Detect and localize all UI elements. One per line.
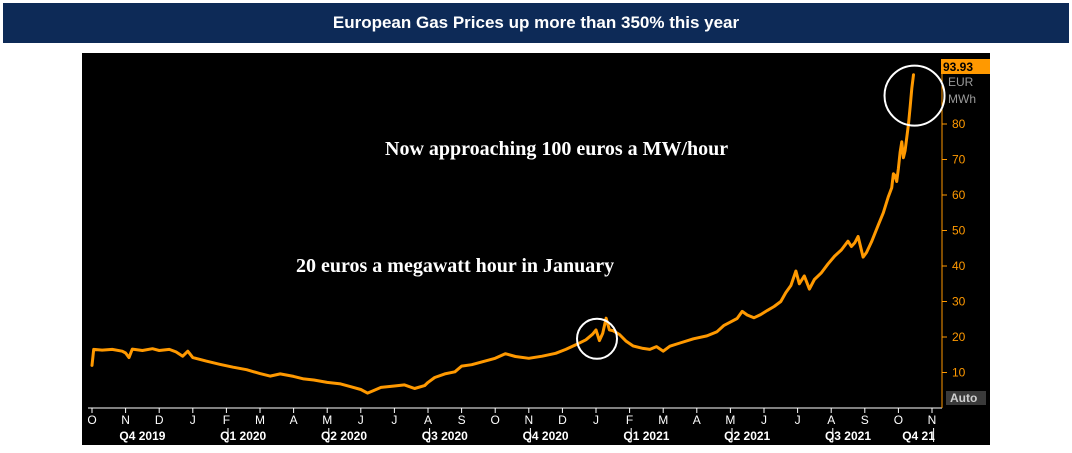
quarter-label: Q1 2021 (623, 429, 669, 443)
y-tick-label: 70 (952, 153, 966, 167)
x-tick-label: J (593, 413, 599, 427)
x-tick-label: J (761, 413, 767, 427)
x-tick-label: O (491, 413, 500, 427)
x-tick-label: A (827, 413, 835, 427)
axes-group (88, 60, 943, 409)
x-tick-label: F (223, 413, 230, 427)
y-tick-label: 80 (952, 117, 966, 131)
x-tick-label: N (928, 413, 937, 427)
x-tick-label: A (693, 413, 701, 427)
annotation-approaching-100: Now approaching 100 euros a MW/hour (385, 138, 728, 160)
last-value-label: 93.93 (943, 60, 973, 74)
highlight-circle (576, 317, 618, 360)
y-tick-label: 50 (952, 224, 966, 238)
x-tick-label: J (358, 413, 364, 427)
quarter-label: Q2 2021 (724, 429, 770, 443)
x-tick-label: N (524, 413, 533, 427)
x-tick-label: A (290, 413, 298, 427)
x-tick-label: A (424, 413, 432, 427)
y-tick-label: 60 (952, 188, 966, 202)
chart-background (82, 53, 990, 445)
x-tick-label: J (795, 413, 801, 427)
quarter-label: Q4 21 (902, 429, 935, 443)
quarter-label: Q4 2020 (523, 429, 569, 443)
quarter-label: Q3 2021 (825, 429, 871, 443)
unit-label-mwh: MWh (948, 92, 976, 106)
quarter-label: Q4 2019 (119, 429, 165, 443)
x-tick-label: D (155, 413, 164, 427)
y-ticks: 10 20 30 40 50 60 70 80 (942, 117, 966, 380)
series-line (90, 73, 915, 395)
x-tick-label: N (121, 413, 130, 427)
y-tick-label: 30 (952, 295, 966, 309)
highlight-circles (576, 64, 946, 360)
x-tick-label: J (391, 413, 397, 427)
x-tick-label: M (255, 413, 265, 427)
quarter-labels: Q4 2019 Q1 2020 Q2 2020 Q3 2020 Q4 2020 Q1 20… (119, 428, 935, 443)
y-tick-label: 20 (952, 330, 966, 344)
last-value-box (941, 59, 990, 74)
highlight-circle (883, 64, 946, 127)
auto-scale-button-bg[interactable] (946, 391, 986, 405)
x-tick-label: M (658, 413, 668, 427)
x-tick-label: J (190, 413, 196, 427)
page-title: European Gas Prices up more than 350% th… (332, 13, 740, 32)
quarter-label: Q2 2020 (321, 429, 367, 443)
y-tick-label: 10 (952, 366, 966, 380)
x-tick-label: S (458, 413, 466, 427)
x-tick-label: O (87, 413, 96, 427)
title-banner: European Gas Prices up more than 350% th… (3, 3, 1069, 43)
x-tick-label: F (626, 413, 633, 427)
x-tick-label: M (725, 413, 735, 427)
y-tick-label: 40 (952, 259, 966, 273)
x-tick-label: O (894, 413, 903, 427)
annotation-january-20: 20 euros a megawatt hour in January (296, 255, 614, 277)
unit-label-eur: EUR (948, 75, 974, 89)
x-tick-label: S (861, 413, 869, 427)
quarter-label: Q3 2020 (422, 429, 468, 443)
x-tick-label: D (558, 413, 567, 427)
x-tick-label: M (322, 413, 332, 427)
quarter-label: Q1 2020 (220, 429, 266, 443)
auto-scale-button[interactable]: Auto (950, 391, 977, 405)
